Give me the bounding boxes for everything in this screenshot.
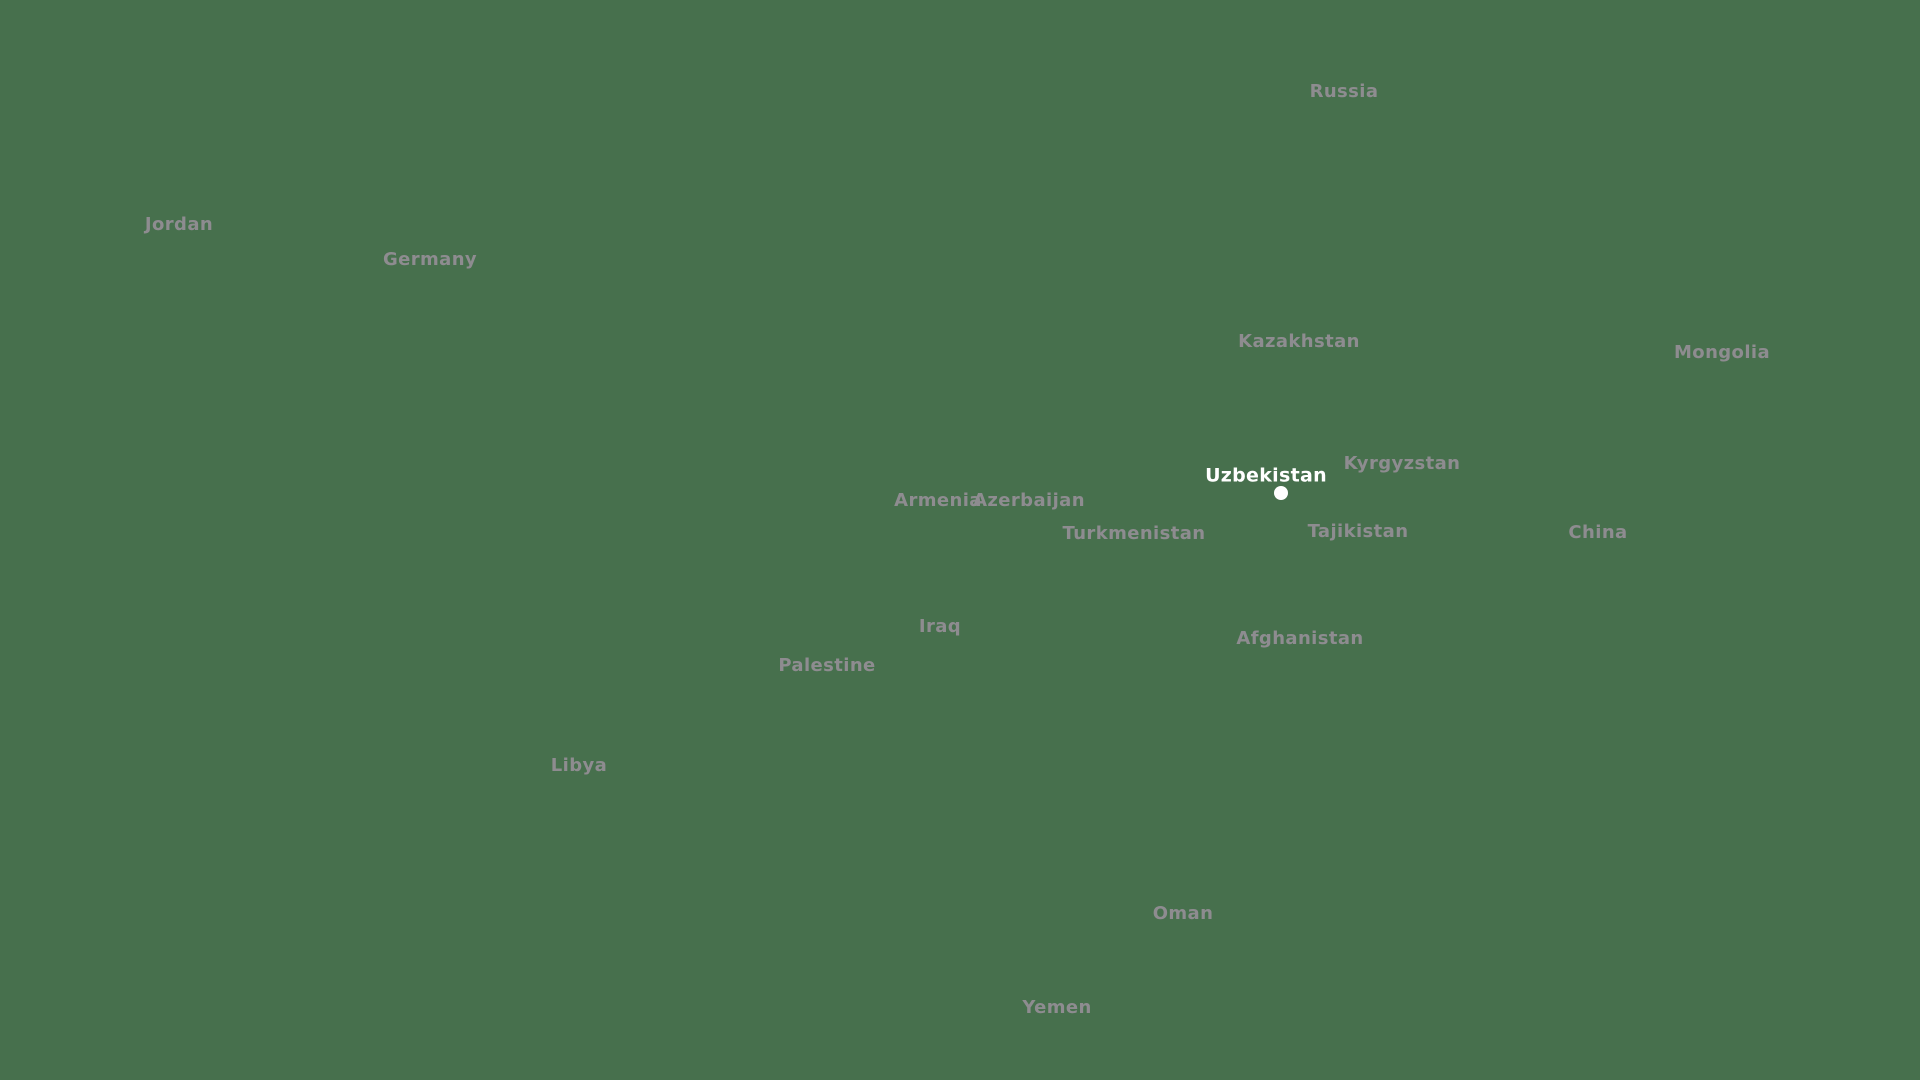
country-label-uzbekistan[interactable]: Uzbekistan bbox=[1205, 464, 1327, 487]
country-label-afghanistan[interactable]: Afghanistan bbox=[1236, 628, 1364, 649]
country-label-kazakhstan[interactable]: Kazakhstan bbox=[1238, 331, 1360, 352]
country-label-russia[interactable]: Russia bbox=[1309, 81, 1379, 102]
country-label-germany[interactable]: Germany bbox=[382, 249, 478, 270]
country-label-libya[interactable]: Libya bbox=[550, 755, 608, 776]
country-label-palestine[interactable]: Palestine bbox=[778, 655, 876, 676]
country-label-oman[interactable]: Oman bbox=[1152, 903, 1214, 924]
country-label-azerbaijan[interactable]: Azerbaijan bbox=[973, 490, 1085, 511]
country-label-yemen[interactable]: Yemen bbox=[1022, 997, 1092, 1018]
country-label-iraq[interactable]: Iraq bbox=[918, 616, 962, 637]
country-label-tajikistan[interactable]: Tajikistan bbox=[1307, 521, 1409, 542]
country-label-jordan[interactable]: Jordan bbox=[144, 214, 214, 235]
country-label-china[interactable]: China bbox=[1568, 522, 1628, 543]
country-label-armenia[interactable]: Armenia bbox=[894, 490, 982, 511]
selected-country-marker bbox=[1274, 486, 1288, 500]
country-label-kyrgyzstan[interactable]: Kyrgyzstan bbox=[1343, 453, 1461, 474]
country-label-mongolia[interactable]: Mongolia bbox=[1673, 342, 1771, 363]
country-label-turkmenistan[interactable]: Turkmenistan bbox=[1062, 523, 1206, 544]
